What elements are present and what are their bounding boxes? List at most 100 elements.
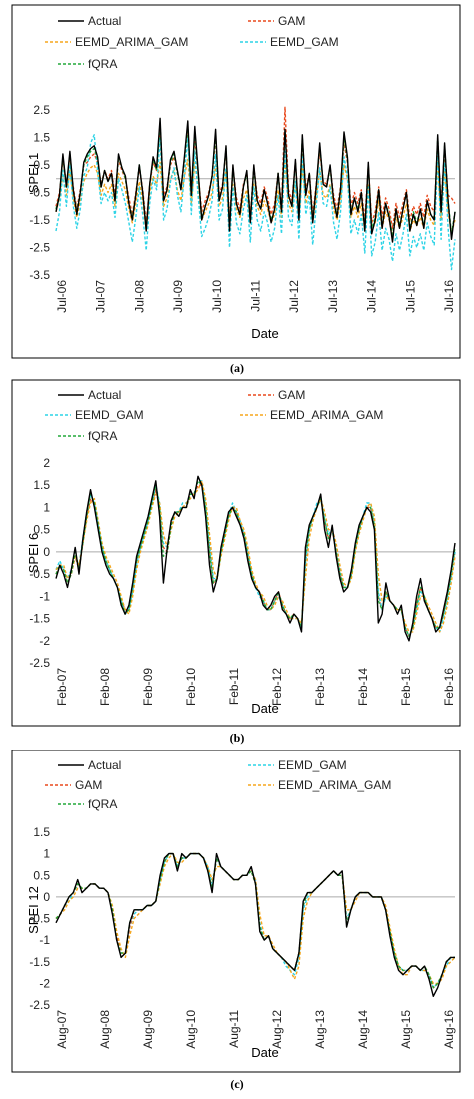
legend-label: Actual	[88, 758, 121, 772]
y-tick-label: 0	[43, 545, 50, 559]
x-tick-label: Aug-13	[313, 1010, 327, 1049]
y-tick-label: -1.5	[29, 612, 50, 626]
legend-label: Actual	[88, 14, 121, 28]
x-tick-labels: Feb-07 Feb-08 Feb-09 Feb-10 Feb-11 Feb-12 Feb-…	[55, 668, 456, 706]
x-tick-label: Aug-07	[55, 1010, 69, 1049]
chart-frame	[11, 379, 461, 727]
legend-label: GAM	[278, 388, 305, 402]
legend-label: fQRA	[88, 429, 117, 443]
legend-label: EEMD_GAM	[278, 758, 347, 772]
y-tick-label: 0.5	[33, 523, 50, 537]
x-tick-label: Feb-11	[227, 668, 241, 705]
x-axis-label: Date	[251, 701, 278, 716]
legend-item: Actual	[58, 388, 121, 402]
legend: Actual EEMD_GAM GAM EEMD_ARIMA_GAM fQRA	[45, 758, 391, 811]
legend-item: EEMD_ARIMA_GAM	[45, 35, 188, 49]
y-tick-label: 0.5	[33, 158, 50, 172]
y-tick-label: 1.5	[33, 131, 50, 145]
plot-area	[55, 106, 456, 271]
y-tick-label: -0.5	[29, 186, 50, 200]
legend-label: Actual	[88, 388, 121, 402]
x-tick-label: Jul-09	[171, 280, 185, 313]
x-axis-label: Date	[251, 326, 278, 341]
legend-item: fQRA	[58, 797, 117, 811]
x-tick-labels: Jul-06 Jul-07 Jul-08 Jul-09 Jul-10 Jul-11 Jul-…	[55, 280, 456, 313]
legend-item: GAM	[248, 388, 305, 402]
x-tick-label: Jul-06	[55, 280, 69, 313]
legend-item: Actual	[58, 14, 121, 28]
plot-area	[55, 475, 456, 642]
chart-panel-a: Actual GAM EEMD_ARIMA_GAM EEMD_GAM fQRA SPEI…	[11, 4, 461, 375]
series-line-eemd-arima-gam	[55, 852, 456, 985]
x-tick-label: Jul-16	[442, 280, 456, 313]
x-tick-label: Jul-11	[249, 280, 263, 312]
x-tick-label: Feb-08	[98, 668, 112, 706]
panel-caption: (a)	[230, 361, 244, 375]
x-tick-label: Aug-16	[442, 1010, 456, 1049]
x-tick-label: Aug-11	[227, 1010, 241, 1048]
y-tick-labels: 2 1.5 1 0.5 0 -0.5 -1 -1.5 -2 -2.5	[29, 456, 50, 670]
x-tick-label: Aug-10	[184, 1010, 198, 1049]
y-tick-label: -0.5	[29, 912, 50, 926]
y-tick-label: -1.5	[29, 213, 50, 227]
y-tick-labels: 1.5 1 0.5 0 -0.5 -1 -1.5 -2 -2.5	[29, 825, 50, 1012]
legend-label: fQRA	[88, 57, 117, 71]
y-axis-label: SPEI 6	[26, 533, 41, 573]
y-tick-label: -3.5	[29, 268, 50, 282]
x-tick-label: Feb-12	[270, 668, 284, 706]
legend-item: EEMD_GAM	[248, 758, 347, 772]
legend-label: GAM	[75, 778, 102, 792]
legend-item: Actual	[58, 758, 121, 772]
x-axis-label: Date	[251, 1045, 278, 1060]
series-line-eemd-gam	[55, 134, 456, 271]
x-tick-label: Feb-14	[356, 668, 370, 706]
x-tick-label: Feb-16	[442, 668, 456, 706]
legend-item: EEMD_ARIMA_GAM	[240, 408, 383, 422]
x-tick-label: Jul-13	[326, 280, 340, 313]
y-axis-label: SPEI 1	[26, 153, 41, 193]
legend-label: EEMD_ARIMA_GAM	[270, 408, 383, 422]
legend-item: GAM	[248, 14, 305, 28]
y-tick-label: 1	[43, 500, 50, 514]
x-tick-label: Feb-13	[313, 668, 327, 706]
x-tick-label: Aug-12	[270, 1010, 284, 1049]
plot-area	[55, 852, 456, 998]
y-tick-label: -2.5	[29, 998, 50, 1012]
panel-caption: (c)	[230, 1077, 243, 1091]
x-tick-labels: Aug-07 Aug-08 Aug-09 Aug-10 Aug-11 Aug-12 Aug-…	[55, 1010, 456, 1049]
legend-item: fQRA	[58, 429, 117, 443]
y-tick-label: 0	[43, 890, 50, 904]
y-tick-label: 2.5	[33, 103, 50, 117]
legend-item: EEMD_ARIMA_GAM	[248, 778, 391, 792]
y-tick-label: -2	[39, 976, 50, 990]
legend-label: EEMD_GAM	[270, 35, 339, 49]
y-tick-label: 0.5	[33, 868, 50, 882]
series-line-eemd-arima-gam	[55, 158, 456, 238]
x-tick-label: Feb-09	[141, 668, 155, 706]
legend: Actual GAM EEMD_GAM EEMD_ARIMA_GAM fQRA	[45, 388, 383, 443]
y-axis-label: SPEI 12	[26, 886, 41, 934]
y-tick-label: -1.5	[29, 955, 50, 969]
chart-panel-b: Actual GAM EEMD_GAM EEMD_ARIMA_GAM fQRA SPEI…	[11, 379, 461, 745]
x-tick-label: Feb-10	[184, 668, 198, 706]
x-tick-label: Jul-14	[365, 280, 379, 313]
y-tick-label: 2	[43, 456, 50, 470]
x-tick-label: Jul-07	[94, 280, 108, 313]
x-tick-label: Jul-12	[287, 280, 301, 313]
y-tick-label: -2.5	[29, 241, 50, 255]
y-tick-label: -0.5	[29, 567, 50, 581]
y-tick-label: 1.5	[33, 478, 50, 492]
x-tick-label: Aug-15	[399, 1010, 413, 1049]
series-line-actual	[55, 117, 456, 243]
series-line-actual	[55, 475, 456, 642]
series-line-actual	[55, 852, 455, 998]
panel-caption: (b)	[230, 731, 245, 745]
legend-item: EEMD_GAM	[240, 35, 339, 49]
legend-label: EEMD_ARIMA_GAM	[75, 35, 188, 49]
legend-item: EEMD_GAM	[45, 408, 144, 422]
y-tick-labels: 2.5 1.5 0.5 -0.5 -1.5 -2.5 -3.5	[29, 103, 50, 282]
x-tick-label: Aug-14	[356, 1010, 370, 1049]
legend-item: fQRA	[58, 57, 117, 71]
x-tick-label: Jul-08	[132, 280, 146, 313]
